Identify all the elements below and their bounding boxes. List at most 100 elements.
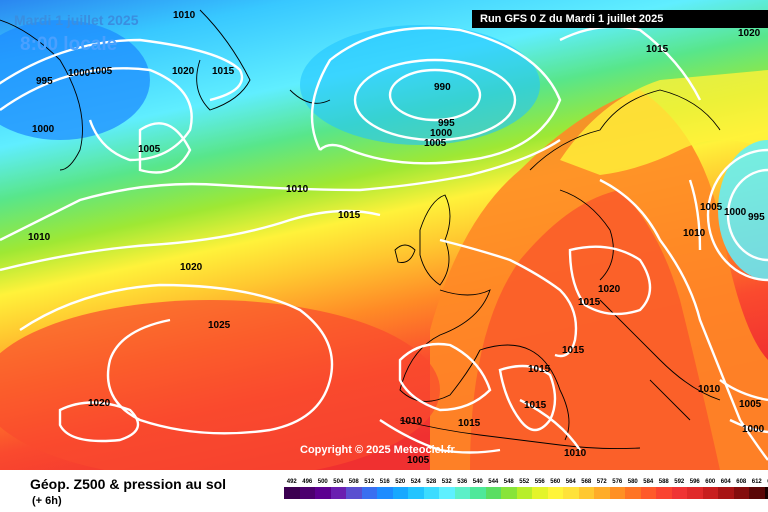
scale-label: 540 xyxy=(472,479,483,485)
scale-swatch xyxy=(733,487,749,499)
legend-footer: Géop. Z500 & pression au sol (+ 6h) 492 4… xyxy=(0,470,768,512)
scale-swatch xyxy=(284,487,300,499)
isobar-label: 1015 xyxy=(524,400,547,411)
scale-step: 616 xyxy=(764,478,768,499)
scale-step: 584 xyxy=(640,478,656,499)
scale-label: 548 xyxy=(503,479,514,485)
isobar-label: 1015 xyxy=(458,418,481,429)
isobar-label: 1010 xyxy=(400,416,423,427)
scale-swatch xyxy=(299,487,315,499)
scale-step: 568 xyxy=(578,478,594,499)
scale-label: 584 xyxy=(643,479,654,485)
scale-label: 492 xyxy=(286,479,297,485)
scale-step: 560 xyxy=(547,478,563,499)
scale-step: 512 xyxy=(361,478,377,499)
map-title: Géop. Z500 & pression au sol xyxy=(30,476,227,492)
scale-label: 536 xyxy=(457,479,468,485)
scale-label: 496 xyxy=(302,479,313,485)
scale-swatch xyxy=(671,487,687,499)
scale-label: 504 xyxy=(333,479,344,485)
scale-swatch xyxy=(578,487,594,499)
scale-label: 532 xyxy=(441,479,452,485)
scale-swatch xyxy=(625,487,641,499)
scale-swatch xyxy=(330,487,346,499)
isobar-label: 1015 xyxy=(338,210,361,221)
scale-step: 588 xyxy=(656,478,672,499)
scale-step: 544 xyxy=(485,478,501,499)
isobar-label: 1015 xyxy=(212,66,235,77)
scale-label: 592 xyxy=(674,479,685,485)
isobar-label: 1010 xyxy=(286,184,309,195)
scale-step: 528 xyxy=(423,478,439,499)
scale-swatch xyxy=(749,487,765,499)
isobar-label: 1010 xyxy=(698,384,721,395)
scale-swatch xyxy=(640,487,656,499)
scale-step: 592 xyxy=(671,478,687,499)
scale-swatch xyxy=(532,487,548,499)
isobar-label: 995 xyxy=(36,76,53,87)
isobar-label: 1005 xyxy=(138,144,161,155)
isobar-label: 1005 xyxy=(739,399,762,410)
scale-swatch xyxy=(361,487,377,499)
scale-swatch xyxy=(408,487,424,499)
scale-label: 500 xyxy=(317,479,328,485)
scale-swatch xyxy=(501,487,517,499)
scale-swatch xyxy=(485,487,501,499)
scale-swatch xyxy=(392,487,408,499)
scale-label: 580 xyxy=(627,479,638,485)
scale-step: 580 xyxy=(625,478,641,499)
isobars xyxy=(0,25,768,461)
isobar-label: 1005 xyxy=(407,455,430,466)
scale-swatch xyxy=(764,487,768,499)
forecast-offset: (+ 6h) xyxy=(32,495,62,507)
scale-step: 536 xyxy=(454,478,470,499)
scale-step: 520 xyxy=(392,478,408,499)
scale-swatch xyxy=(687,487,703,499)
scale-label: 616 xyxy=(765,478,768,487)
isobar-label: 1010 xyxy=(564,448,587,459)
isobar-label: 1010 xyxy=(173,10,196,21)
warm-core xyxy=(470,190,720,470)
scale-label: 552 xyxy=(519,479,530,485)
scale-swatch xyxy=(377,487,393,499)
scale-label: 588 xyxy=(658,479,669,485)
isobar-label: 1025 xyxy=(208,320,231,331)
scale-swatch xyxy=(423,487,439,499)
scale-label: 520 xyxy=(395,479,406,485)
scale-label: 508 xyxy=(348,479,359,485)
yellow-band-north xyxy=(560,70,768,175)
color-scale: 492 496 500 504 508 512 516 520 524 528 532 536 540 5… xyxy=(284,478,768,499)
isobar-label: 1005 xyxy=(90,66,113,77)
scale-label: 544 xyxy=(488,479,499,485)
scale-label: 576 xyxy=(612,479,623,485)
scale-swatch xyxy=(315,487,331,499)
isobar-label: 990 xyxy=(434,82,451,93)
scale-label: 600 xyxy=(705,479,716,485)
scale-step: 556 xyxy=(532,478,548,499)
isobar-label: 1005 xyxy=(424,138,447,149)
isobar-label: 1020 xyxy=(88,398,111,409)
scale-label: 608 xyxy=(736,479,747,485)
west-low-field xyxy=(0,20,150,140)
scale-swatch xyxy=(346,487,362,499)
isobar-label: 1015 xyxy=(528,364,551,375)
scale-label: 516 xyxy=(379,479,390,485)
isobar-label: 1000 xyxy=(724,207,747,218)
scale-swatch xyxy=(439,487,455,499)
scale-swatch xyxy=(454,487,470,499)
north-low-field xyxy=(300,25,540,145)
scale-label: 560 xyxy=(550,479,561,485)
isobar-label: 1000 xyxy=(32,124,55,135)
scale-step: 604 xyxy=(718,478,734,499)
time-label: 8:00 locale xyxy=(20,34,118,55)
scale-label: 596 xyxy=(689,479,700,485)
scale-step: 548 xyxy=(501,478,517,499)
scale-label: 528 xyxy=(426,479,437,485)
scale-swatch xyxy=(594,487,610,499)
scale-step: 612 xyxy=(749,478,765,499)
scale-step: 532 xyxy=(439,478,455,499)
isobar-label: 1010 xyxy=(28,232,51,243)
isobar-label: 995 xyxy=(748,212,765,223)
isobar-label: 1015 xyxy=(578,297,601,308)
scale-label: 512 xyxy=(364,479,375,485)
